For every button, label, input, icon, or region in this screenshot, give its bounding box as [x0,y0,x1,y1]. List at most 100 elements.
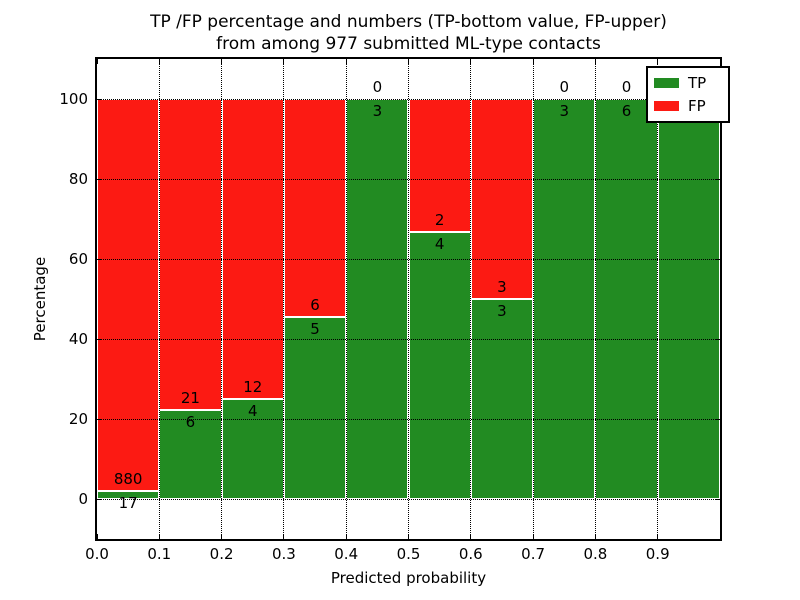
tp-swatch-icon [654,77,679,88]
x-tick-top-0.9 [657,59,659,64]
bar-tp-4 [346,99,409,499]
x-tick-label-0.3: 0.3 [271,545,296,563]
plot-area: TP FP 8801721612465032433030602 [95,57,730,541]
bar-tp-7 [533,99,596,499]
x-tick-label-0.4: 0.4 [334,545,359,563]
bar-fp-0 [97,99,160,492]
x-tick-bottom-0.4 [345,534,347,539]
gridline-x-0.8 [594,59,596,539]
y-tick-left-20 [97,418,102,420]
x-tick-top-0.1 [158,59,160,64]
x-tick-top-0.2 [221,59,223,64]
x-tick-top-0.4 [345,59,347,64]
bar-tp-1 [159,410,222,499]
annotation-fp-5: 2 [434,211,445,230]
bar-fp-1 [159,99,222,411]
annotation-tp-8: 6 [621,102,632,120]
annotation-tp-5: 4 [434,235,445,254]
annotation-fp-3: 6 [310,296,320,315]
annotation-fp-7: 0 [559,78,570,96]
x-tick-bottom-0.9 [657,534,659,539]
annotation-tp-6: 3 [497,302,507,320]
y-tick-right-0 [715,498,720,500]
x-tick-label-0.9: 0.9 [645,545,670,563]
y-tick-label-80: 80 [68,170,88,188]
x-tick-label-0.8: 0.8 [583,545,608,563]
y-tick-label-100: 100 [59,90,88,108]
gridline-x-0.6 [470,59,472,539]
bar-fp-6 [470,99,534,299]
x-tick-top-0.0 [96,59,98,64]
x-tick-bottom-0.6 [470,534,472,539]
legend-entry-tp: TP [654,75,722,91]
y-tick-right-40 [715,338,720,340]
bar-fp-3 [283,99,347,318]
y-tick-left-80 [97,178,102,180]
annotation-tp-2: 4 [247,402,258,420]
y-axis-label: Percentage [31,256,49,342]
legend-label-fp: FP [688,97,706,116]
y-tick-right-20 [715,418,720,420]
gridline-x-0.1 [158,59,160,539]
y-tick-label-40: 40 [68,330,88,348]
annotation-fp-1: 21 [180,389,200,408]
x-tick-bottom-0.0 [96,534,98,539]
gridline-y-40 [97,338,720,340]
bar-tp-5 [408,232,471,499]
gridline-y-100 [97,98,720,100]
bar-tp-2 [221,399,284,499]
annotation-tp-0: 17 [118,494,138,513]
bar-fp-2 [221,99,284,399]
legend: TP FP [646,66,730,123]
gridline-x-0.3 [283,59,285,539]
y-tick-label-0: 0 [78,490,88,508]
bar-tp-9 [657,99,720,499]
annotation-tp-7: 3 [559,102,570,120]
legend-entry-fp: FP [654,98,722,114]
bar-tp-6 [470,299,534,499]
y-tick-right-80 [715,178,720,180]
chart-title-line1: TP /FP percentage and numbers (TP-bottom… [150,12,667,32]
x-tick-label-0.2: 0.2 [209,545,234,563]
fp-swatch-icon [654,101,679,112]
x-tick-bottom-0.1 [158,534,160,539]
gridline-x-0.5 [408,59,409,539]
x-tick-bottom-0.8 [594,534,596,539]
bar-tp-3 [283,317,347,499]
y-tick-label-20: 20 [68,410,88,428]
gridline-x-0.9 [657,59,659,539]
bar-tp-8 [595,99,658,499]
x-tick-bottom-0.3 [283,534,285,539]
legend-label-tp: TP [688,73,707,92]
x-tick-top-0.8 [594,59,596,64]
gridline-x-0.4 [345,59,347,539]
x-tick-bottom-0.7 [532,534,534,539]
x-tick-label-0.1: 0.1 [147,545,172,563]
chart-title: TP /FP percentage and numbers (TP-bottom… [97,11,720,55]
annotation-fp-8: 0 [621,78,632,96]
x-tick-label-0.6: 0.6 [458,545,483,563]
x-tick-label-0.0: 0.0 [85,545,109,563]
gridline-x-0.7 [532,59,534,539]
gridline-y-0 [97,498,720,500]
gridline-x-0.2 [221,59,223,539]
y-tick-left-100 [97,98,102,100]
annotation-fp-4: 0 [372,78,383,96]
y-tick-left-60 [97,258,102,260]
bar-fp-5 [408,99,471,233]
chart-title-line2: from among 977 submitted ML-type contact… [216,34,601,54]
gridline-y-80 [97,178,720,180]
x-tick-bottom-0.5 [408,534,409,539]
annotation-fp-2: 12 [243,378,263,396]
y-tick-label-60: 60 [68,250,88,268]
annotation-tp-3: 5 [310,320,320,339]
x-tick-label-0.7: 0.7 [521,545,546,563]
x-axis-label: Predicted probability [330,569,487,587]
y-tick-right-60 [715,258,720,260]
annotation-fp-0: 880 [113,470,143,489]
gridline-y-60 [97,258,720,260]
annotation-fp-6: 3 [497,278,507,296]
annotation-tp-4: 3 [372,102,383,120]
y-tick-left-40 [97,338,102,340]
